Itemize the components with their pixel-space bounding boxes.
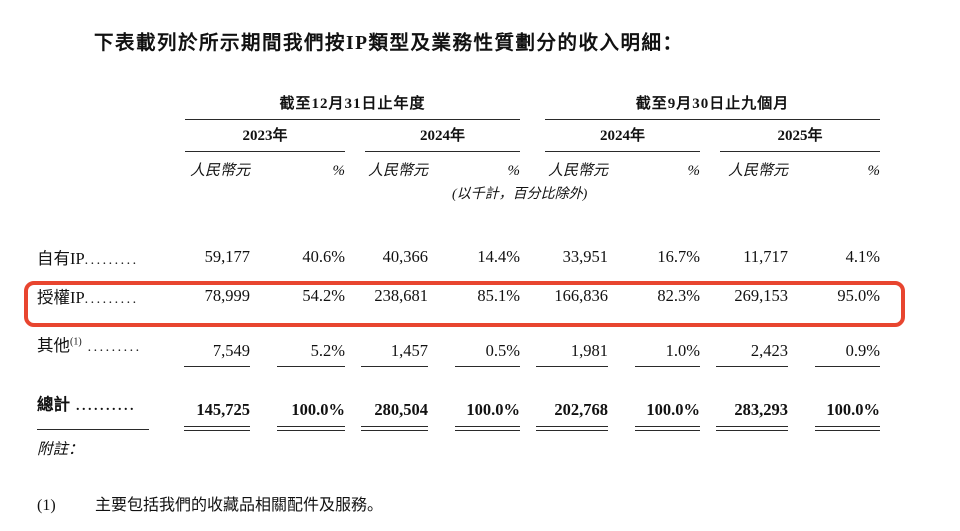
cell-value: 33,951 xyxy=(562,247,609,266)
dot-leader: .......... xyxy=(70,399,136,414)
year-label-2023: 2023年 xyxy=(185,124,345,152)
col-header-amount: 人民幣元 xyxy=(367,163,428,179)
cell-value: 166,836 xyxy=(554,286,609,305)
table-row-licensed-ip: 授權IP......... 78,999 54.2% 238,681 85.1%… xyxy=(37,274,880,318)
double-rule xyxy=(361,426,428,431)
period-group-9m: 截至9月30日止九個月 xyxy=(520,88,881,120)
corner-cell xyxy=(37,88,168,120)
double-rule xyxy=(277,426,345,431)
column-subheader-row: 人民幣元 % 人民幣元 % 人民幣元 % 人民幣元 % xyxy=(37,152,880,180)
cell-value: 7,549 xyxy=(212,341,250,360)
dot-leader: ......... xyxy=(81,340,142,355)
cell-value: 85.1% xyxy=(477,286,521,305)
cell-value: 283,293 xyxy=(734,400,789,419)
col-header-percent: % xyxy=(332,163,346,179)
footnote-text: 主要包括我們的收藏品相關配件及服務。 xyxy=(95,497,384,514)
unit-note: (以千計，百分比除外) xyxy=(452,187,588,202)
col-header-amount: 人民幣元 xyxy=(728,163,789,179)
dot-leader: ......... xyxy=(84,253,139,268)
cell-value: 4.1% xyxy=(845,247,881,266)
col-header-amount: 人民幣元 xyxy=(189,163,250,179)
double-rule xyxy=(536,426,609,431)
cell-value: 16.7% xyxy=(657,247,701,266)
cell-value: 5.2% xyxy=(310,341,345,360)
double-rule xyxy=(455,426,521,431)
page-title: 下表載列於所示期間我們按IP類型及業務性質劃分的收入明細： xyxy=(94,33,684,54)
footnote-item: (1) 主要包括我們的收藏品相關配件及服務。 xyxy=(37,491,383,515)
cell-value: 100.0% xyxy=(826,400,881,419)
col-header-percent: % xyxy=(507,163,521,179)
cell-value: 95.0% xyxy=(837,286,881,305)
dot-leader: ......... xyxy=(84,292,139,307)
revenue-breakdown-table: 截至12月31日止年度 截至9月30日止九個月 2023年 2024年 2024… xyxy=(37,88,881,433)
double-rule xyxy=(815,426,881,431)
cell-value: 1,981 xyxy=(570,341,609,360)
row-label: 自有IP xyxy=(37,249,85,268)
cell-value: 40.6% xyxy=(302,247,345,266)
cell-value: 54.2% xyxy=(302,286,345,305)
year-label-2024: 2024年 xyxy=(365,124,521,152)
double-rule xyxy=(184,426,250,431)
cell-value: 78,999 xyxy=(204,286,250,305)
col-header-percent: % xyxy=(687,163,701,179)
cell-value: 1.0% xyxy=(665,341,701,360)
table-row-others: 其他(1) ......... 7,549 5.2% 1,457 0.5% 1,… xyxy=(37,318,881,367)
double-rule xyxy=(716,426,789,431)
cell-value: 0.5% xyxy=(485,341,521,360)
col-header-amount: 人民幣元 xyxy=(548,163,609,179)
footnote-superscript: (1) xyxy=(70,336,82,348)
period-group-fy: 截至12月31日止年度 xyxy=(168,88,521,120)
cell-value: 202,768 xyxy=(554,400,609,419)
period-group-label: 截至12月31日止年度 xyxy=(185,92,521,120)
footnote-marker: (1) xyxy=(37,497,56,514)
table-row-own-ip: 自有IP......... 59,177 40.6% 40,366 14.4% … xyxy=(37,240,880,274)
cell-value: 280,504 xyxy=(374,400,428,419)
cell-value: 100.0% xyxy=(646,400,701,419)
footnotes-label: 附註： xyxy=(37,441,84,458)
cell-value: 0.9% xyxy=(845,341,881,360)
year-header-row: 2023年 2024年 2024年 2025年 xyxy=(37,120,881,152)
row-label: 授權IP xyxy=(37,288,85,307)
period-group-label: 截至9月30日止九個月 xyxy=(545,92,881,120)
year-label-2024-9m: 2024年 xyxy=(545,124,701,152)
cell-value: 40,366 xyxy=(382,247,428,266)
cell-value: 11,717 xyxy=(743,247,789,266)
year-label-2025: 2025年 xyxy=(720,124,881,152)
row-label: 其他 xyxy=(37,336,70,355)
footnote-divider xyxy=(37,429,149,430)
cell-value: 100.0% xyxy=(466,400,521,419)
cell-value: 59,177 xyxy=(204,247,250,266)
cell-value: 269,153 xyxy=(734,286,789,305)
double-rule xyxy=(635,426,701,431)
cell-value: 145,725 xyxy=(196,400,250,419)
cell-value: 2,423 xyxy=(750,341,789,360)
row-label: 總計 xyxy=(37,395,70,414)
period-group-header-row: 截至12月31日止年度 截至9月30日止九個月 xyxy=(37,88,881,120)
cell-value: 14.4% xyxy=(477,247,521,266)
spacer-row xyxy=(37,204,880,240)
cell-value: 1,457 xyxy=(390,341,428,360)
cell-value: 100.0% xyxy=(291,400,345,419)
cell-value: 82.3% xyxy=(657,286,701,305)
col-header-percent: % xyxy=(867,163,881,179)
cell-value: 238,681 xyxy=(374,286,428,305)
unit-note-row: (以千計，百分比除外) xyxy=(37,180,880,204)
table-row-total: 總計 .......... 145,725 100.0% 280,504 100… xyxy=(37,367,881,433)
